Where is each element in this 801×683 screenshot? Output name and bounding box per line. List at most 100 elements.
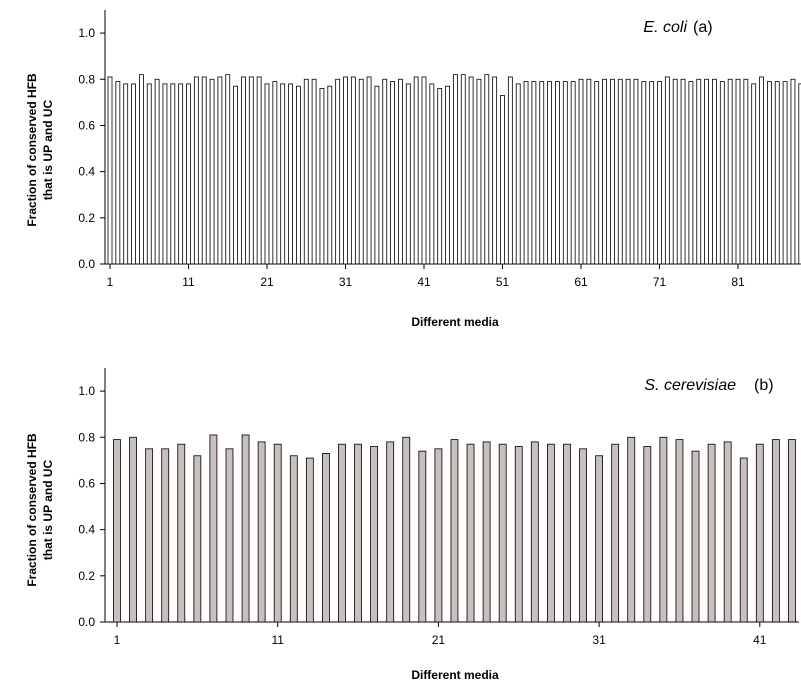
bar — [322, 453, 330, 623]
bar — [311, 78, 317, 265]
y-tick-label: 0.2 — [78, 211, 95, 225]
bar — [107, 76, 113, 265]
y-tick-label: 0.2 — [78, 569, 95, 583]
x-tick-label: 1 — [114, 633, 121, 647]
x-tick-label: 71 — [653, 275, 667, 289]
y-axis-title-line1: Fraction of conserved HFB — [25, 433, 39, 587]
y-ticks: 0.0 0.2 0.4 0.6 0.8 1.0 — [78, 384, 105, 629]
bar — [680, 78, 686, 265]
bar — [498, 443, 507, 623]
bar — [688, 81, 694, 265]
bar — [186, 83, 191, 265]
organism-label: S. cerevisiae — [644, 377, 736, 394]
y-tick-label: 0.4 — [78, 523, 95, 537]
bar — [627, 436, 636, 623]
bar — [354, 443, 362, 623]
bar — [193, 455, 202, 623]
bar — [295, 85, 301, 265]
bar — [256, 76, 262, 265]
bar — [225, 448, 234, 623]
bar — [633, 78, 639, 265]
bar — [468, 76, 474, 265]
x-ticks: 1 11 21 31 41 51 61 71 81 — [107, 264, 745, 289]
bar — [579, 448, 587, 623]
bar — [782, 81, 788, 265]
bar — [123, 83, 129, 265]
bar — [643, 446, 652, 623]
y-tick-label: 0.4 — [78, 165, 95, 179]
bar — [264, 83, 270, 265]
bar — [492, 76, 498, 265]
bar — [177, 443, 186, 623]
x-tick-label: 31 — [339, 275, 353, 289]
bar — [675, 439, 684, 623]
bar — [759, 76, 764, 265]
y-tick-label: 0.6 — [78, 476, 95, 490]
bar — [335, 78, 341, 265]
bar — [570, 81, 576, 265]
bar — [696, 78, 702, 265]
bar — [241, 434, 250, 623]
bar — [743, 78, 749, 265]
bar — [771, 439, 780, 623]
bar — [327, 85, 333, 265]
bar — [452, 74, 458, 265]
bar — [305, 457, 314, 623]
bar — [113, 439, 121, 623]
bar — [370, 446, 379, 623]
bar — [350, 76, 356, 265]
bar — [154, 78, 160, 265]
bar — [719, 81, 725, 265]
bar — [727, 78, 733, 265]
bar — [319, 88, 325, 265]
bar — [273, 443, 282, 623]
bar — [602, 78, 607, 265]
bar — [586, 78, 592, 265]
bar — [131, 83, 136, 265]
bar — [402, 436, 411, 623]
bar — [209, 434, 218, 623]
bar — [145, 448, 154, 623]
bar — [672, 78, 678, 265]
bar — [280, 83, 286, 265]
x-tick-label: 31 — [592, 633, 606, 647]
x-ticks: 1 11 21 31 41 — [114, 622, 767, 647]
bar — [374, 85, 380, 265]
bar — [162, 83, 168, 265]
bar — [445, 85, 450, 265]
bar — [546, 443, 555, 623]
x-tick-label: 1 — [107, 275, 114, 289]
bar — [386, 441, 395, 623]
bar — [476, 78, 482, 265]
bar — [405, 83, 411, 265]
bar — [563, 443, 571, 623]
panel-b-scerevisiae: 0.00.20.40.60.81.0 1 11 21 31 41 S. cerevisi… — [25, 368, 799, 682]
bar — [594, 81, 600, 265]
bar — [257, 441, 266, 623]
bar-group — [107, 74, 801, 265]
bar — [514, 446, 523, 623]
bar — [610, 78, 615, 265]
organism-label: E. coli — [643, 19, 687, 36]
bar — [788, 439, 796, 623]
bar — [178, 83, 184, 265]
y-tick-label: 0.8 — [78, 430, 95, 444]
x-tick-label: 21 — [432, 633, 446, 647]
bar — [390, 81, 396, 265]
bar — [161, 448, 170, 623]
bar — [649, 81, 655, 265]
bar — [418, 450, 427, 623]
panel-label: (a) — [693, 19, 713, 36]
x-tick-label: 11 — [271, 633, 284, 647]
bar — [225, 74, 231, 265]
y-ticks: 0.0 0.2 0.4 0.6 0.8 1.0 — [78, 26, 105, 271]
bar — [723, 441, 732, 623]
bar — [625, 78, 631, 265]
bar — [547, 81, 552, 265]
bar — [450, 439, 459, 623]
bar — [704, 78, 709, 265]
bar — [790, 78, 796, 265]
bar — [484, 74, 490, 265]
bar — [466, 443, 475, 623]
